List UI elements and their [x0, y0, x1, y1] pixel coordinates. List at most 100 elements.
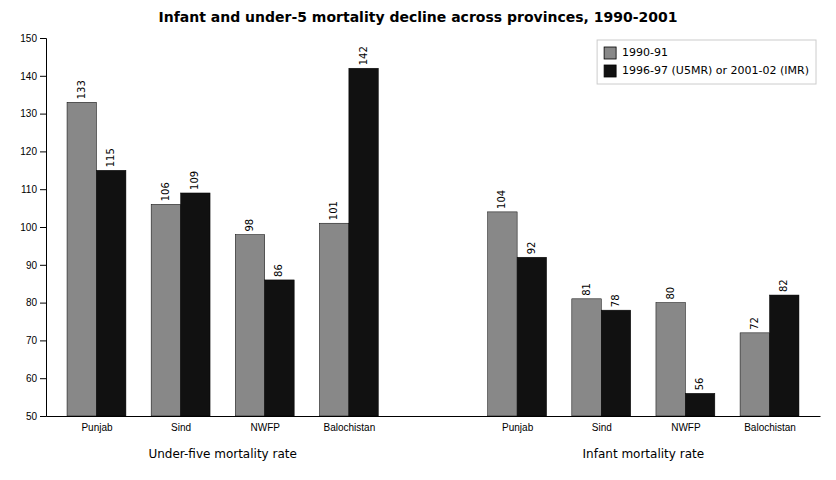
- y-tick-mark: [40, 76, 46, 77]
- y-tick-label: 110: [21, 184, 37, 195]
- bar-series: [67, 102, 769, 416]
- y-tick: 110: [21, 184, 46, 195]
- bar: [151, 204, 180, 416]
- legend-item: 1996-97 (U5MR) or 2001-02 (IMR): [604, 64, 809, 77]
- y-tick-label: 80: [26, 297, 38, 308]
- y-tick-label: 60: [26, 373, 38, 384]
- y-tick: 80: [26, 297, 46, 308]
- y-tick: 90: [26, 260, 46, 271]
- bar: [181, 193, 210, 416]
- y-tick-mark: [40, 227, 46, 228]
- y-tick-label: 130: [20, 108, 37, 119]
- y-tick-label: 150: [20, 33, 37, 44]
- data-label: 115: [105, 148, 116, 167]
- y-tick-mark: [40, 303, 46, 304]
- y-tick-mark: [40, 416, 46, 417]
- y-tick: 60: [26, 373, 46, 384]
- x-tick: Sind: [171, 416, 191, 433]
- y-tick-mark: [40, 189, 46, 190]
- bar: [96, 170, 125, 416]
- legend-label: 1990-91: [622, 46, 668, 59]
- x-tick-label: Sind: [171, 422, 191, 433]
- data-label: 56: [694, 378, 705, 391]
- bar: [656, 303, 685, 416]
- data-label: 72: [749, 317, 760, 330]
- data-label: 82: [778, 279, 789, 292]
- bar: [67, 102, 96, 416]
- x-tick-label: Balochistan: [744, 422, 796, 433]
- x-tick-label: Sind: [592, 422, 612, 433]
- y-tick-mark: [40, 151, 46, 152]
- data-label: 106: [160, 182, 171, 201]
- section-label: Infant mortality rate: [583, 447, 705, 461]
- bar: [770, 295, 799, 416]
- legend: 1990-91 1996-97 (U5MR) or 2001-02 (IMR): [597, 40, 816, 84]
- x-tick-label: NWFP: [251, 422, 281, 433]
- data-label: 81: [581, 283, 592, 296]
- y-tick: 120: [20, 146, 46, 157]
- x-tick-label: Balochistan: [324, 422, 376, 433]
- x-tick: NWFP: [251, 416, 281, 433]
- data-label: 78: [610, 294, 621, 307]
- data-label: 80: [665, 287, 676, 300]
- legend-frame: [597, 40, 816, 84]
- legend-item: 1990-91: [604, 46, 668, 59]
- y-tick-mark: [40, 38, 46, 39]
- bar: [319, 223, 348, 416]
- bar: [685, 393, 714, 416]
- bar: [235, 235, 264, 416]
- x-tick-label: Punjab: [81, 422, 113, 433]
- y-tick-mark: [40, 265, 46, 266]
- bars: [67, 68, 799, 416]
- y-tick-mark: [40, 378, 46, 379]
- data-labels: 133 106 98 101 104 81 80 72 115 109 86 142 92 78 56 82: [76, 46, 789, 390]
- legend-swatch: [604, 47, 616, 59]
- y-tick-label: 100: [20, 222, 37, 233]
- x-tick: Punjab: [502, 416, 534, 433]
- chart: 50 60 70 80 90 100 110 120 130 140 150 Punjab Sind NW…: [0, 0, 836, 480]
- y-tick-mark: [40, 340, 46, 341]
- data-label: 104: [496, 190, 507, 209]
- y-tick: 130: [20, 108, 46, 119]
- y-tick-label: 140: [20, 71, 37, 82]
- legend-label: 1996-97 (U5MR) or 2001-02 (IMR): [622, 64, 809, 77]
- x-tick: Sind: [592, 416, 612, 433]
- bar: [740, 333, 769, 416]
- x-tick: Punjab: [81, 416, 113, 433]
- data-label: 98: [244, 219, 255, 232]
- x-tick-label: NWFP: [671, 422, 701, 433]
- x-tick: NWFP: [671, 416, 701, 433]
- y-tick-label: 120: [20, 146, 37, 157]
- y-tick-mark: [40, 114, 46, 115]
- y-tick-label: 50: [26, 411, 38, 422]
- bar: [488, 212, 517, 416]
- x-tick-label: Punjab: [502, 422, 534, 433]
- data-label: 86: [273, 264, 284, 277]
- y-tick: 70: [26, 335, 46, 346]
- y-tick-label: 90: [26, 260, 38, 271]
- data-label: 101: [328, 201, 339, 220]
- x-axis-line: [47, 416, 821, 417]
- plot: 50 60 70 80 90 100 110 120 130 140 150 Punjab Sind NW…: [20, 33, 820, 461]
- data-label: 109: [189, 171, 200, 190]
- y-tick: 50: [26, 411, 46, 422]
- bar-series: [96, 68, 798, 416]
- data-label: 92: [526, 242, 537, 255]
- data-label: 142: [358, 46, 369, 65]
- title: Infant and under-5 mortality decline acr…: [159, 9, 678, 25]
- x-tick: Balochistan: [744, 416, 796, 433]
- y-axis-line: [40, 39, 47, 417]
- legend-swatch: [604, 65, 616, 77]
- y-tick: 100: [20, 222, 46, 233]
- section-label: Under-five mortality rate: [148, 447, 296, 461]
- x-axis: Punjab Sind NWFP Balochistan Punjab Sind NWFP B…: [47, 416, 821, 433]
- y-axis: 50 60 70 80 90 100 110 120 130 140 150: [20, 33, 46, 422]
- data-label: 133: [76, 80, 87, 99]
- bar: [349, 68, 378, 416]
- bar: [572, 299, 601, 416]
- y-tick: 150: [20, 33, 46, 44]
- bar: [601, 310, 630, 416]
- x-tick: Balochistan: [324, 416, 376, 433]
- y-tick: 140: [20, 71, 46, 82]
- section-labels: Under-five mortality rate Infant mortalit…: [148, 447, 704, 461]
